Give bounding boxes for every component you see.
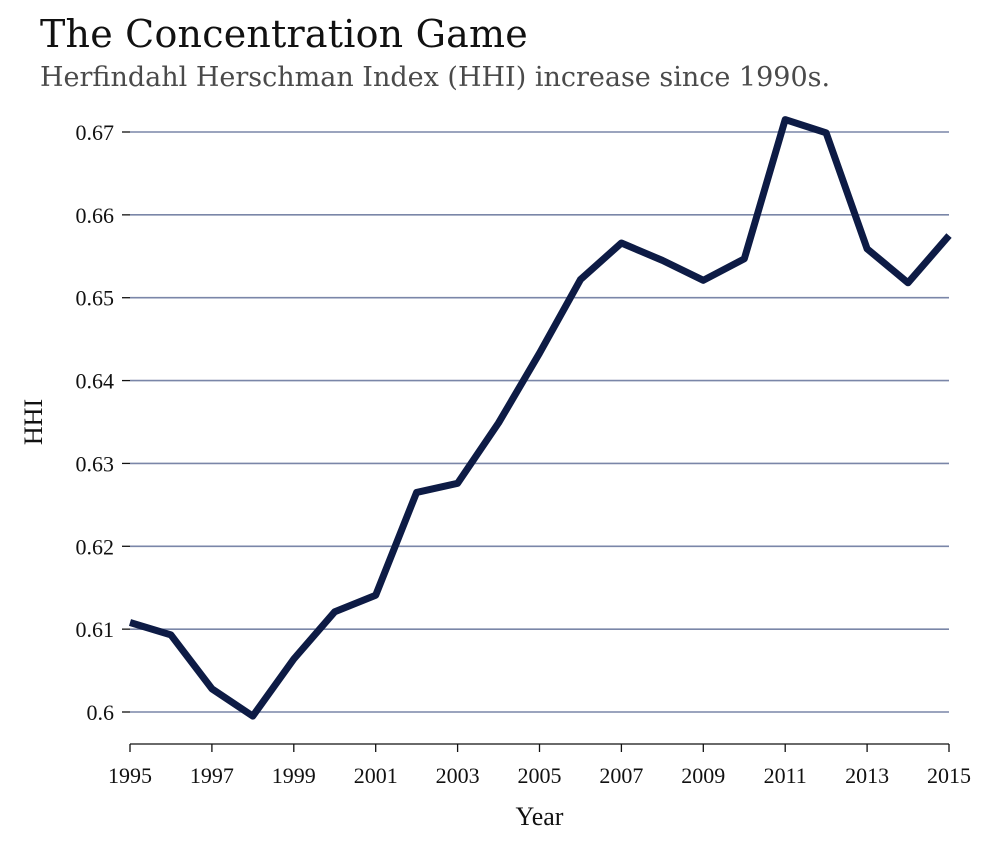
y-axis: 0.6 0.61 0.62 0.63 0.64 0.65 0.66 0.67 xyxy=(76,120,130,725)
x-tick-label: 2001 xyxy=(354,763,398,788)
chart-title: The Concentration Game xyxy=(40,12,528,56)
y-tick-label: 0.67 xyxy=(76,120,115,145)
y-tick-label: 0.63 xyxy=(76,451,115,476)
x-tick-label: 1995 xyxy=(108,763,152,788)
x-tick-label: 2007 xyxy=(599,763,643,788)
x-tick-label: 2013 xyxy=(845,763,889,788)
y-tick-label: 0.62 xyxy=(76,534,115,559)
x-tick-label: 1999 xyxy=(272,763,316,788)
y-axis-title: HHI xyxy=(19,399,48,445)
y-tick-label: 0.6 xyxy=(87,700,115,725)
x-tick-label: 2015 xyxy=(927,763,971,788)
x-tick-label: 2003 xyxy=(436,763,480,788)
x-tick-label: 2005 xyxy=(518,763,562,788)
x-axis: 1995 1997 1999 2001 2003 2005 2007 2009 2011 2013… xyxy=(108,743,971,788)
y-tick-label: 0.64 xyxy=(76,369,115,394)
y-tick-label: 0.65 xyxy=(76,286,115,311)
x-tick-label: 1997 xyxy=(190,763,234,788)
y-tick-label: 0.61 xyxy=(76,617,115,642)
series-line-hhi xyxy=(128,116,952,720)
chart-subtitle: Herfindahl Herschman Index (HHI) increas… xyxy=(40,62,831,93)
x-tick-label: 2009 xyxy=(681,763,725,788)
y-tick-label: 0.66 xyxy=(76,203,115,228)
x-tick-label: 2011 xyxy=(764,763,807,788)
grid-lines xyxy=(130,131,949,713)
series-layer xyxy=(128,116,952,720)
x-axis-title: Year xyxy=(516,802,564,831)
